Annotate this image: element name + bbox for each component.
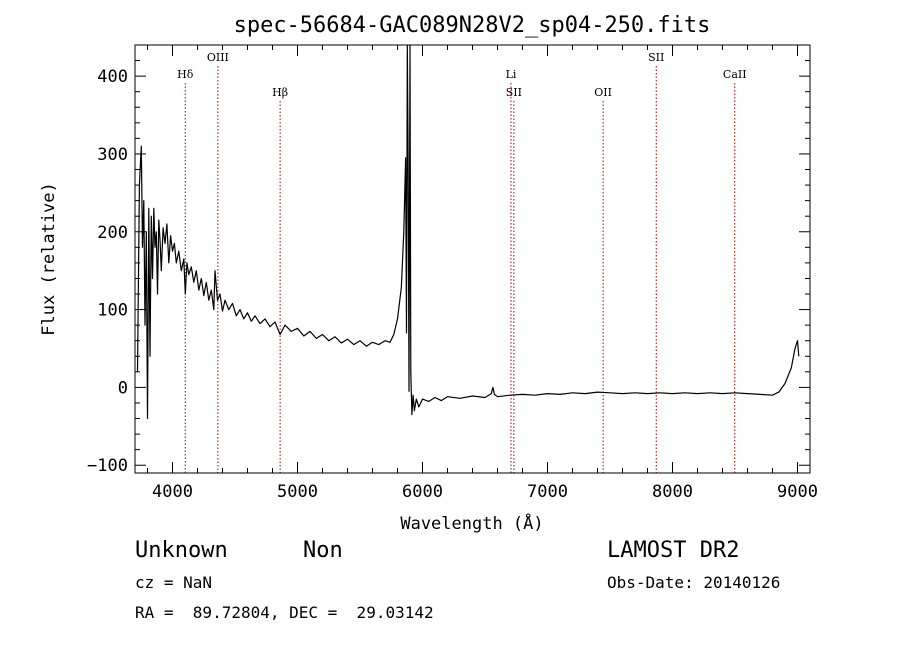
x-tick-label: 9000 — [777, 482, 818, 502]
x-tick-label: 8000 — [652, 482, 693, 502]
y-tick-label: 200 — [97, 223, 128, 243]
coordinates-text: RA = 89.72804, DEC = 29.03142 — [135, 603, 434, 622]
x-tick-label: 7000 — [527, 482, 568, 502]
redshift-text: cz = NaN — [135, 573, 213, 592]
chart-title: spec-56684-GAC089N28V2_sp04-250.fits — [234, 13, 711, 38]
x-axis-label: Wavelength (Å) — [400, 512, 543, 534]
line-marker-label: CaII — [723, 68, 747, 81]
y-tick-label: 100 — [97, 301, 128, 321]
line-marker-label: SII — [506, 86, 522, 99]
x-tick-label: 4000 — [152, 482, 193, 502]
survey-label: LAMOST DR2 — [607, 538, 740, 563]
line-marker-label: Hδ — [177, 68, 194, 81]
x-tick-label: 5000 — [277, 482, 318, 502]
y-axis-label: Flux (relative) — [39, 182, 59, 336]
y-tick-label: −100 — [87, 456, 128, 476]
y-tick-label: 400 — [97, 67, 128, 87]
line-marker-label: OIII — [207, 51, 229, 64]
y-tick-label: 0 — [118, 378, 128, 398]
spectrum-layer — [136, 44, 800, 420]
line-marker-label: Li — [506, 68, 517, 81]
line-marker-label: OII — [594, 86, 612, 99]
x-tick-label: 6000 — [402, 482, 443, 502]
class-label: Unknown — [135, 538, 228, 563]
line-marker-label: SII — [648, 51, 664, 64]
obs-date-text: Obs-Date: 20140126 — [607, 573, 781, 592]
spectrum-line — [136, 44, 800, 420]
plot-frame — [134, 44, 811, 474]
line-marker-layer: Hδ OIII Hβ Li SII OII SII CaII — [177, 51, 747, 473]
subclass-label: Non — [303, 538, 343, 563]
axis-ticks: 4000 5000 6000 7000 8000 9000 −100 0 100 200 300 40… — [87, 44, 818, 502]
line-marker-label: Hβ — [272, 86, 288, 99]
y-tick-label: 300 — [97, 145, 128, 165]
